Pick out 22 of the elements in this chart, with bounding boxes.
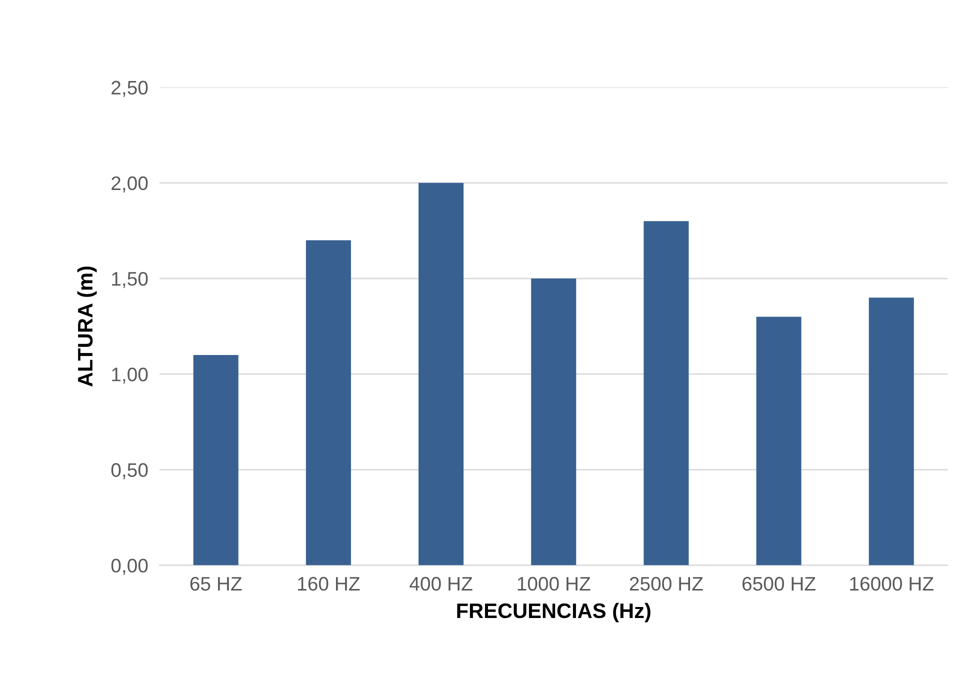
x-tick-label: 400 HZ: [410, 576, 472, 591]
bar: [756, 316, 802, 566]
x-tick-label: 2500 HZ: [630, 576, 703, 591]
bar: [418, 182, 464, 566]
x-tick-label: 160 HZ: [298, 576, 360, 591]
y-axis-title: ALTURA (m): [77, 266, 97, 387]
y-tick-label: 0,00: [111, 558, 148, 575]
bar: [868, 298, 914, 566]
x-tick-label: 6500 HZ: [742, 576, 816, 591]
y-tick-label: 2,00: [112, 176, 148, 192]
y-tick-label: 0,50: [111, 463, 148, 480]
x-tick-label: 65 HZ: [190, 576, 242, 591]
y-tick-label: 1,50: [112, 272, 148, 288]
x-tick-label: 1000 HZ: [518, 576, 590, 591]
x-tick-label: 16000 HZ: [850, 576, 934, 591]
y-tick-label: 2,50: [112, 80, 148, 97]
x-axis-title: FRECUENCIAS (Hz): [457, 602, 650, 622]
y-tick-label: 1,00: [112, 368, 148, 384]
bar: [306, 240, 351, 566]
bar: [193, 354, 238, 566]
bar: [644, 221, 689, 566]
bar: [531, 278, 576, 566]
